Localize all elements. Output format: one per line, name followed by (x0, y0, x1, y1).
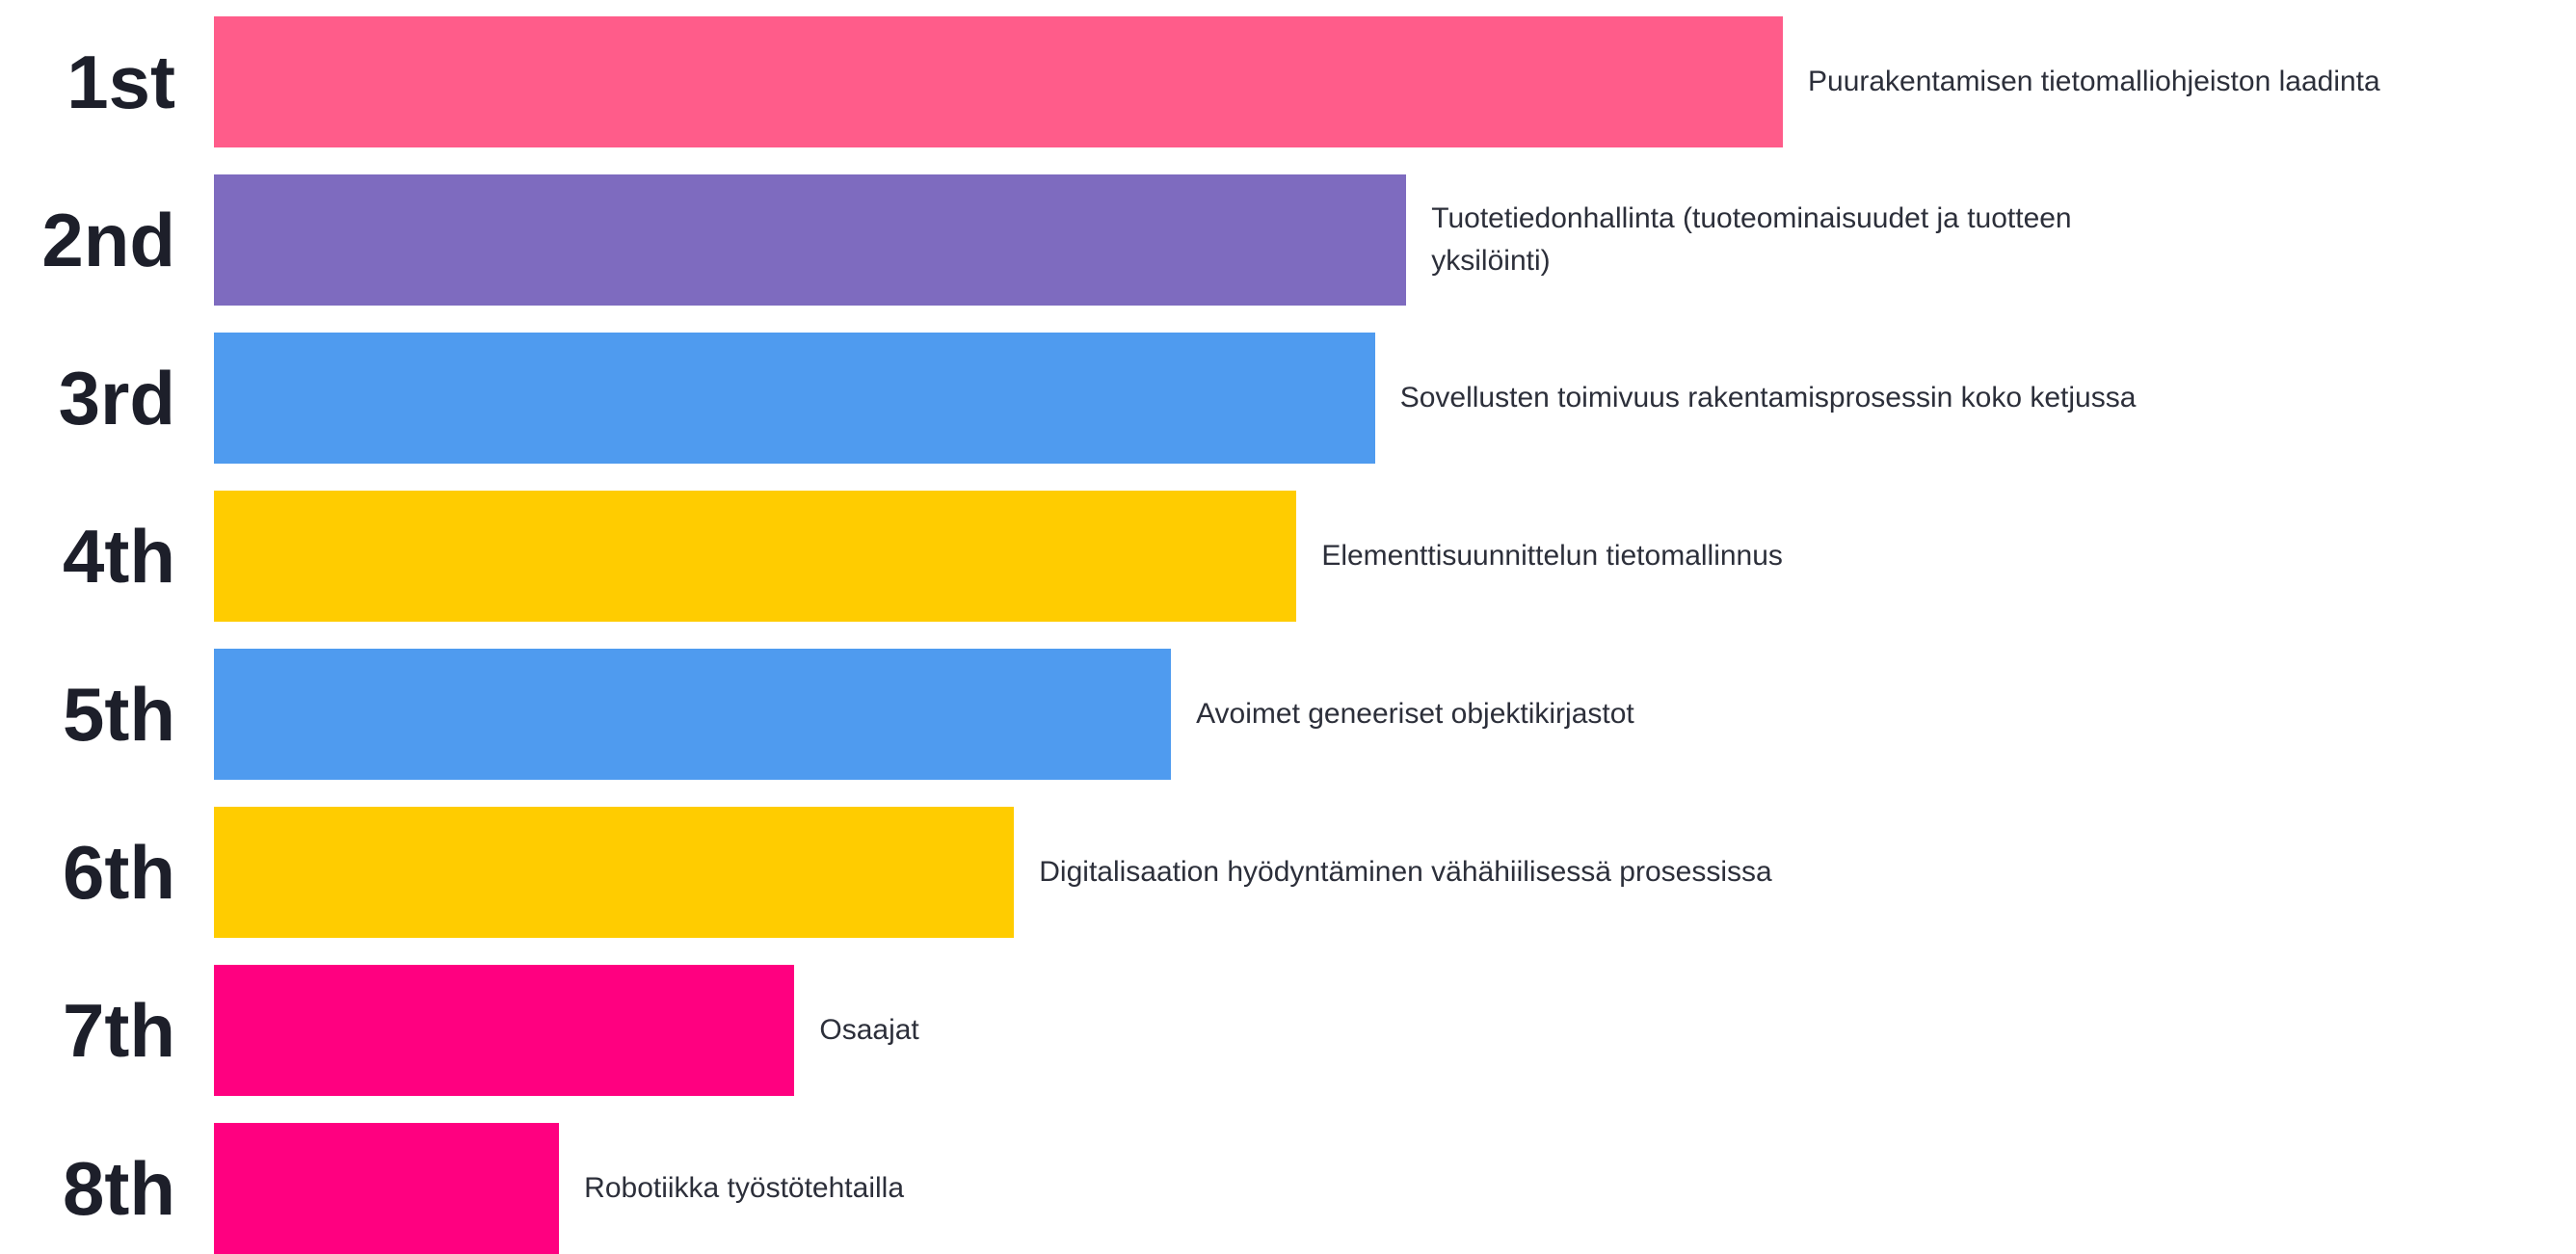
bar-label: Osaajat (819, 1014, 919, 1046)
bar (214, 807, 1015, 938)
rank-label: 2nd (41, 198, 175, 282)
rank-label: 5th (63, 672, 175, 757)
bar-label: Elementtisuunnittelun tietomallinnus (1321, 540, 1783, 572)
bar (214, 174, 1407, 306)
bar (214, 649, 1172, 780)
bar (214, 1123, 560, 1254)
bar (214, 333, 1375, 464)
bar (214, 491, 1297, 622)
bar-label: Tuotetiedonhallinta (tuoteominaisuudet j… (1431, 202, 2072, 277)
rank-label: 7th (63, 988, 175, 1073)
bar-label: Avoimet geneeriset objektikirjastot (1196, 698, 1634, 730)
bar-label: Puurakentamisen tietomalliohjeiston laad… (1808, 66, 2380, 97)
rank-label: 8th (63, 1146, 175, 1231)
bar-label: Digitalisaation hyödyntäminen vähähiilis… (1039, 856, 1772, 888)
bar-label: Sovellusten toimivuus rakentamisprosessi… (1399, 382, 2137, 414)
bar (214, 965, 795, 1096)
bar (214, 16, 1783, 147)
rank-label: 4th (63, 514, 175, 599)
rank-label: 3rd (58, 356, 175, 440)
rank-label: 1st (66, 40, 175, 124)
rank-label: 6th (63, 830, 175, 915)
bar-label: Robotiikka työstötehtailla (584, 1172, 905, 1204)
